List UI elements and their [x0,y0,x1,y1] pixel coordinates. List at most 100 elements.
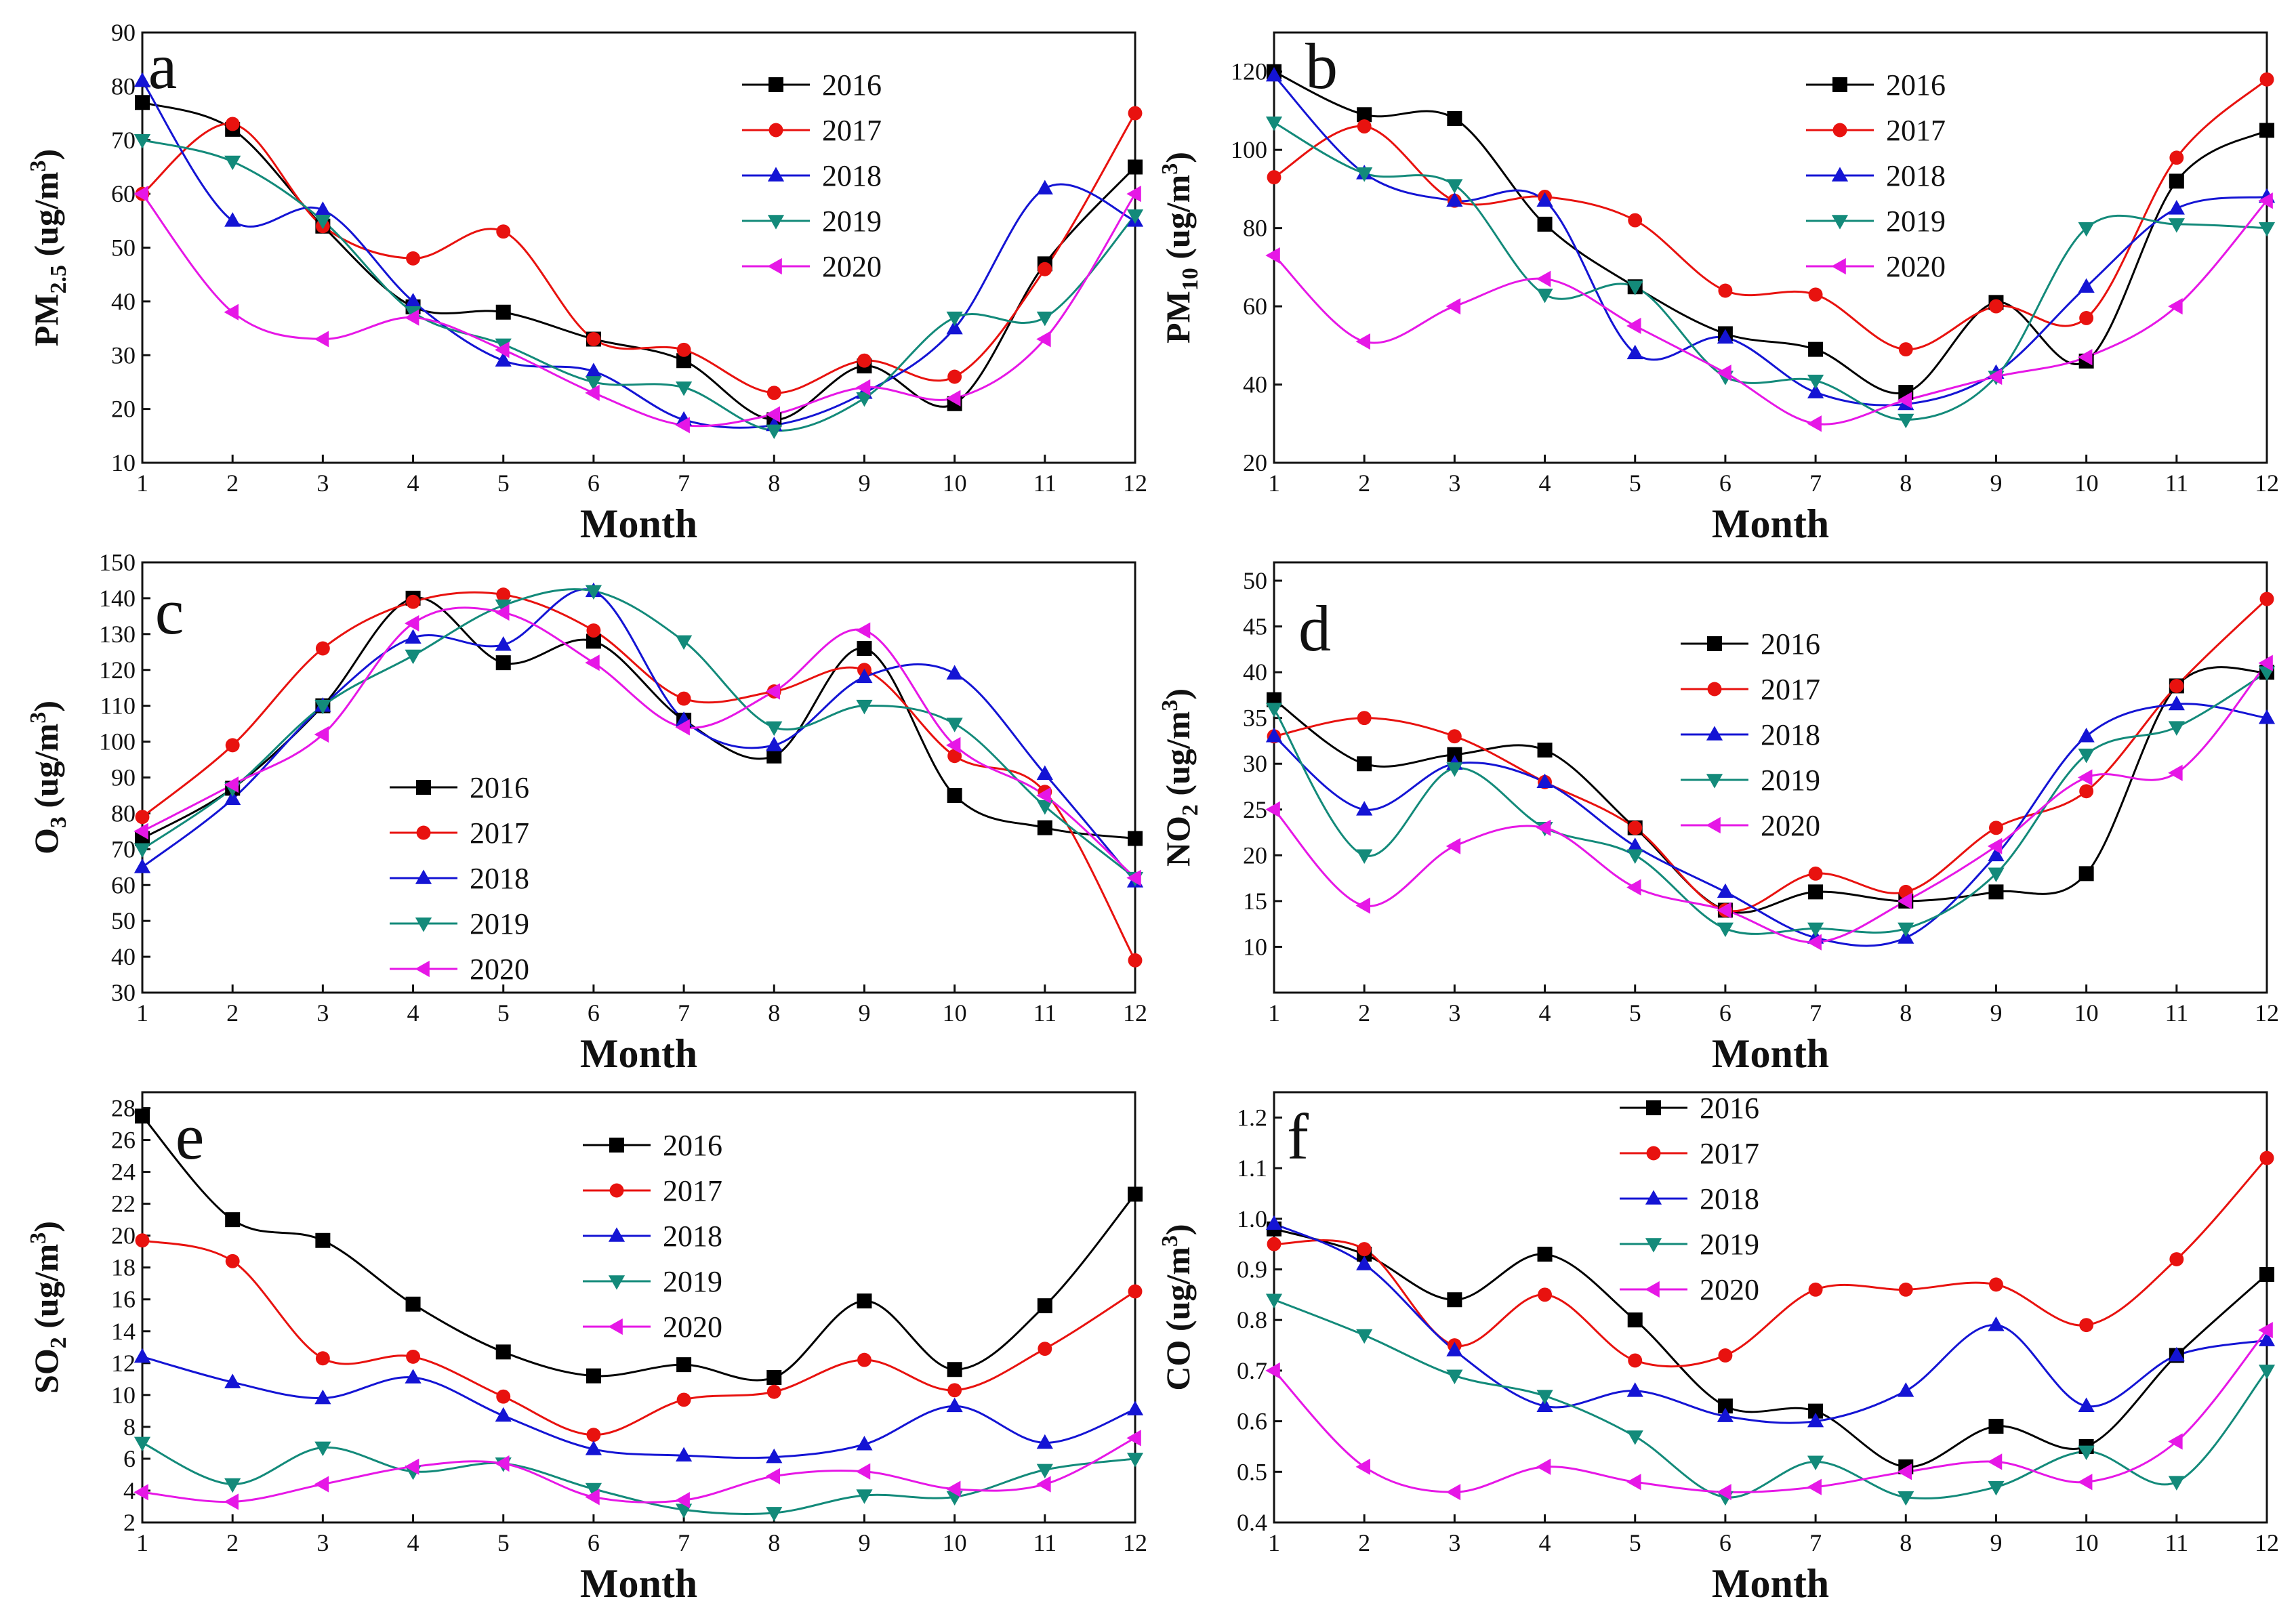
data-point-2017 [1628,213,1643,228]
data-point-2019 [495,599,512,615]
legend-label-2018: 2018 [663,1220,722,1253]
data-point-2019 [1536,288,1553,304]
x-tick-label: 7 [1809,470,1822,497]
data-point-2020 [1626,879,1641,896]
data-point-2019 [1126,1453,1144,1468]
data-point-2019 [1126,209,1144,224]
series-line-2016 [142,101,1135,421]
x-tick-label: 3 [1448,1529,1460,1556]
data-point-2017 [406,251,420,266]
y-axis-label: O3 (ug/m3) [26,701,71,854]
legend-marker-2020 [1831,257,1846,275]
data-point-2019 [946,718,963,732]
data-point-2017 [225,738,240,753]
data-point-2018 [224,790,241,806]
data-point-2017 [1718,1348,1733,1363]
y-tick-label: 16 [111,1286,136,1313]
data-point-2018 [495,352,512,367]
legend-marker-2020 [1706,816,1721,834]
data-point-2016 [1537,742,1553,758]
data-point-2017 [947,1383,962,1398]
data-point-2020 [1036,331,1051,348]
data-point-2019 [946,311,963,327]
data-point-2020 [1717,365,1731,381]
data-point-2018 [405,1369,422,1384]
data-point-2018 [2258,1331,2276,1346]
data-point-2019 [1265,1293,1283,1308]
data-point-2019 [1626,1430,1643,1445]
x-tick-label: 9 [1990,470,2002,497]
data-point-2019 [1265,116,1283,131]
data-point-2019 [856,1489,873,1504]
legend-label-2017: 2017 [822,114,882,147]
y-tick-label: 20 [1243,449,1267,476]
data-point-2016 [1037,1298,1052,1314]
data-point-2019 [1898,922,1914,938]
data-point-2019 [134,133,151,149]
data-point-2020 [2168,297,2183,315]
legend-marker-2018 [1831,167,1849,182]
data-point-2016 [1128,1186,1143,1202]
data-point-2016 [1627,1312,1643,1328]
data-point-2016 [857,641,872,656]
y-tick-label: 20 [111,1222,136,1249]
data-point-2020 [134,186,148,203]
y-tick-label: 60 [111,180,136,207]
data-point-2020 [1126,869,1141,886]
series-line-2016 [142,1115,1135,1382]
y-tick-label: 22 [111,1190,136,1218]
x-tick-label: 6 [1719,470,1731,497]
x-axis-label: Month [1712,1561,1829,1606]
x-tick-label: 9 [1990,1529,2002,1556]
data-point-2017 [1267,1237,1282,1251]
data-point-2017 [2079,784,2094,799]
legend-label-2019: 2019 [1761,764,1820,797]
data-point-2018 [495,1407,512,1422]
x-tick-label: 6 [588,999,600,1026]
legend-marker-2017 [609,1183,624,1198]
data-point-2018 [1717,1407,1734,1422]
x-tick-label: 5 [1629,1529,1641,1556]
data-point-2020 [2077,349,2093,366]
series-line-2017 [1274,1157,2267,1368]
data-point-2017 [225,117,240,131]
data-point-2016 [1037,820,1052,835]
data-point-2017 [1128,953,1143,968]
x-tick-label: 11 [2165,470,2188,497]
y-axis-label: PM10 (ug/m3) [1157,152,1203,344]
y-tick-label: 70 [111,835,136,863]
legend-marker-2019 [608,1275,626,1290]
data-point-2020 [134,1484,148,1501]
data-point-2020 [1265,1362,1280,1379]
x-tick-label: 10 [2074,470,2099,497]
data-point-2019 [1446,179,1463,194]
data-point-2020 [945,390,961,407]
data-point-2019 [1536,1390,1553,1405]
y-tick-label: 14 [111,1318,136,1345]
data-point-2016 [2078,866,2094,881]
y-tick-label: 0.7 [1237,1357,1267,1384]
data-point-2017 [1628,821,1643,835]
data-point-2019 [1446,1369,1463,1385]
y-tick-label: 80 [1243,215,1267,242]
panel-label-e: e [176,1100,205,1173]
x-tick-label: 8 [1900,1529,1912,1556]
legend-label-2017: 2017 [1761,673,1820,706]
y-tick-label: 0.5 [1237,1458,1267,1485]
data-point-2020 [1717,902,1731,919]
data-point-2020 [2168,764,2183,781]
x-tick-label: 12 [1123,999,1147,1026]
panel-d: 1 2 3 4 5 6 7 8 9 10 11 12101520253035404550MonthNO… [1157,561,2279,1076]
data-point-2020 [1897,392,1912,409]
data-point-2018 [405,629,422,644]
y-tick-label: 50 [111,234,136,262]
x-tick-label: 4 [407,999,419,1026]
data-point-2020 [404,309,419,326]
data-point-2017 [2259,592,2274,606]
data-point-2018 [2168,1346,2185,1362]
legend-label-2017: 2017 [1700,1137,1759,1170]
data-point-2017 [2259,1150,2274,1165]
data-point-2016 [1537,1247,1553,1262]
series-line-2018 [1274,1222,2267,1424]
